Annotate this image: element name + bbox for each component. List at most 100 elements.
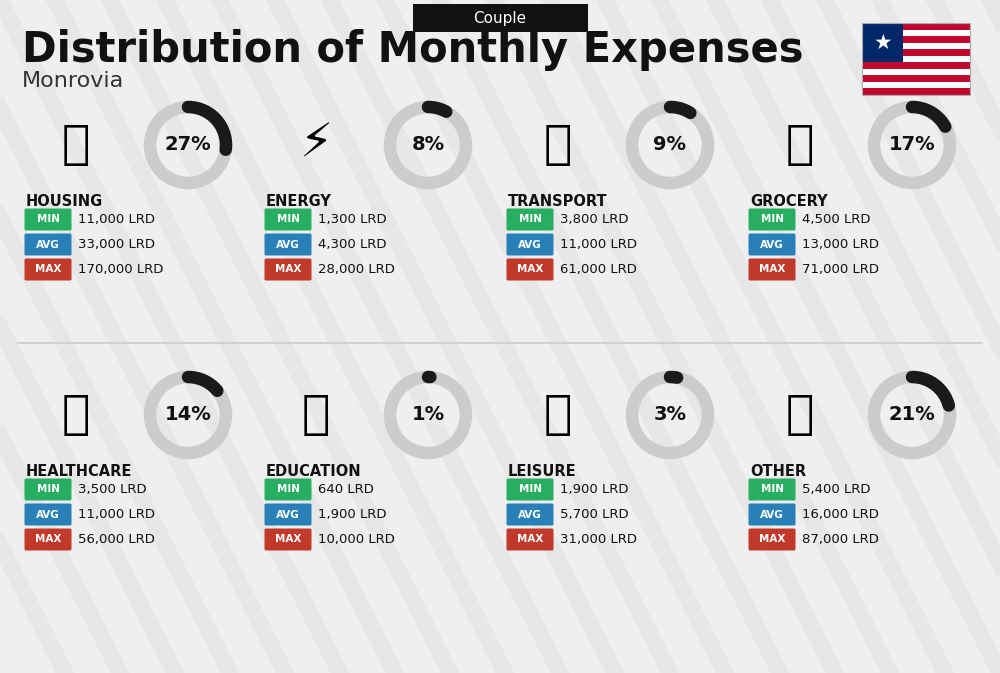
FancyBboxPatch shape xyxy=(413,4,588,32)
Text: 28,000 LRD: 28,000 LRD xyxy=(318,263,395,276)
Text: 170,000 LRD: 170,000 LRD xyxy=(78,263,163,276)
FancyBboxPatch shape xyxy=(507,479,554,501)
Text: 87,000 LRD: 87,000 LRD xyxy=(802,533,879,546)
Text: 9%: 9% xyxy=(654,135,686,155)
Text: ⚡: ⚡ xyxy=(299,122,333,168)
Text: 13,000 LRD: 13,000 LRD xyxy=(802,238,879,251)
Text: 11,000 LRD: 11,000 LRD xyxy=(560,238,637,251)
Text: 16,000 LRD: 16,000 LRD xyxy=(802,508,879,521)
Text: 71,000 LRD: 71,000 LRD xyxy=(802,263,879,276)
Text: LEISURE: LEISURE xyxy=(508,464,577,479)
Text: ENERGY: ENERGY xyxy=(266,194,332,209)
FancyBboxPatch shape xyxy=(24,528,72,551)
Text: TRANSPORT: TRANSPORT xyxy=(508,194,608,209)
Bar xyxy=(862,56,970,63)
Text: 4,300 LRD: 4,300 LRD xyxy=(318,238,386,251)
Text: MAX: MAX xyxy=(275,534,301,544)
Text: MIN: MIN xyxy=(276,485,300,495)
Text: MAX: MAX xyxy=(35,534,61,544)
Text: Distribution of Monthly Expenses: Distribution of Monthly Expenses xyxy=(22,29,804,71)
Text: 1,300 LRD: 1,300 LRD xyxy=(318,213,387,226)
Text: 14%: 14% xyxy=(165,406,211,425)
FancyBboxPatch shape xyxy=(264,209,312,230)
Text: 🚌: 🚌 xyxy=(544,122,572,168)
Text: 🛍: 🛍 xyxy=(544,392,572,437)
Bar xyxy=(862,69,970,75)
FancyBboxPatch shape xyxy=(507,258,554,281)
FancyBboxPatch shape xyxy=(264,528,312,551)
Text: 31,000 LRD: 31,000 LRD xyxy=(560,533,637,546)
Text: MIN: MIN xyxy=(761,215,784,225)
FancyBboxPatch shape xyxy=(24,503,72,526)
FancyBboxPatch shape xyxy=(748,234,796,256)
Bar xyxy=(862,36,970,42)
Bar xyxy=(862,30,970,36)
FancyBboxPatch shape xyxy=(24,209,72,230)
Text: MAX: MAX xyxy=(275,264,301,275)
FancyBboxPatch shape xyxy=(507,234,554,256)
Bar xyxy=(862,63,970,69)
Text: 🛒: 🛒 xyxy=(786,122,814,168)
FancyBboxPatch shape xyxy=(748,528,796,551)
Bar xyxy=(862,23,970,30)
FancyBboxPatch shape xyxy=(264,258,312,281)
FancyBboxPatch shape xyxy=(507,209,554,230)
Text: 5,700 LRD: 5,700 LRD xyxy=(560,508,629,521)
Text: MIN: MIN xyxy=(761,485,784,495)
Text: EDUCATION: EDUCATION xyxy=(266,464,362,479)
Text: 3%: 3% xyxy=(654,406,686,425)
FancyBboxPatch shape xyxy=(264,234,312,256)
Bar xyxy=(862,49,970,56)
Text: 🎓: 🎓 xyxy=(302,392,330,437)
Bar xyxy=(862,23,903,63)
Text: MIN: MIN xyxy=(36,485,60,495)
Text: 1,900 LRD: 1,900 LRD xyxy=(560,483,629,496)
Text: 640 LRD: 640 LRD xyxy=(318,483,374,496)
Text: 1%: 1% xyxy=(411,406,445,425)
FancyBboxPatch shape xyxy=(748,479,796,501)
Text: 11,000 LRD: 11,000 LRD xyxy=(78,213,155,226)
Text: MIN: MIN xyxy=(276,215,300,225)
FancyBboxPatch shape xyxy=(748,209,796,230)
Text: OTHER: OTHER xyxy=(750,464,806,479)
Text: 3,800 LRD: 3,800 LRD xyxy=(560,213,629,226)
Text: 61,000 LRD: 61,000 LRD xyxy=(560,263,637,276)
Text: ★: ★ xyxy=(873,32,892,52)
FancyBboxPatch shape xyxy=(507,528,554,551)
Text: AVG: AVG xyxy=(760,509,784,520)
Text: 🏥: 🏥 xyxy=(62,392,90,437)
Text: 33,000 LRD: 33,000 LRD xyxy=(78,238,155,251)
Text: MIN: MIN xyxy=(36,215,60,225)
Text: 🏢: 🏢 xyxy=(62,122,90,168)
Text: AVG: AVG xyxy=(36,240,60,250)
Text: MAX: MAX xyxy=(517,534,543,544)
Text: AVG: AVG xyxy=(518,240,542,250)
Text: HEALTHCARE: HEALTHCARE xyxy=(26,464,132,479)
Bar xyxy=(862,75,970,82)
Text: 8%: 8% xyxy=(411,135,445,155)
Text: 👛: 👛 xyxy=(786,392,814,437)
Text: AVG: AVG xyxy=(276,509,300,520)
Text: Couple: Couple xyxy=(473,11,527,26)
Text: Monrovia: Monrovia xyxy=(22,71,124,91)
Text: 56,000 LRD: 56,000 LRD xyxy=(78,533,155,546)
Bar xyxy=(862,88,970,95)
Text: MIN: MIN xyxy=(518,215,542,225)
Text: GROCERY: GROCERY xyxy=(750,194,828,209)
FancyBboxPatch shape xyxy=(24,258,72,281)
Text: 3,500 LRD: 3,500 LRD xyxy=(78,483,147,496)
FancyBboxPatch shape xyxy=(264,479,312,501)
Text: HOUSING: HOUSING xyxy=(26,194,103,209)
Text: 10,000 LRD: 10,000 LRD xyxy=(318,533,395,546)
Text: MAX: MAX xyxy=(35,264,61,275)
FancyBboxPatch shape xyxy=(507,503,554,526)
Bar xyxy=(862,82,970,88)
FancyBboxPatch shape xyxy=(24,479,72,501)
Text: 5,400 LRD: 5,400 LRD xyxy=(802,483,870,496)
Bar xyxy=(862,42,970,49)
Text: 4,500 LRD: 4,500 LRD xyxy=(802,213,870,226)
Bar xyxy=(862,23,970,95)
Text: 21%: 21% xyxy=(889,406,935,425)
Text: 27%: 27% xyxy=(165,135,211,155)
FancyBboxPatch shape xyxy=(748,258,796,281)
